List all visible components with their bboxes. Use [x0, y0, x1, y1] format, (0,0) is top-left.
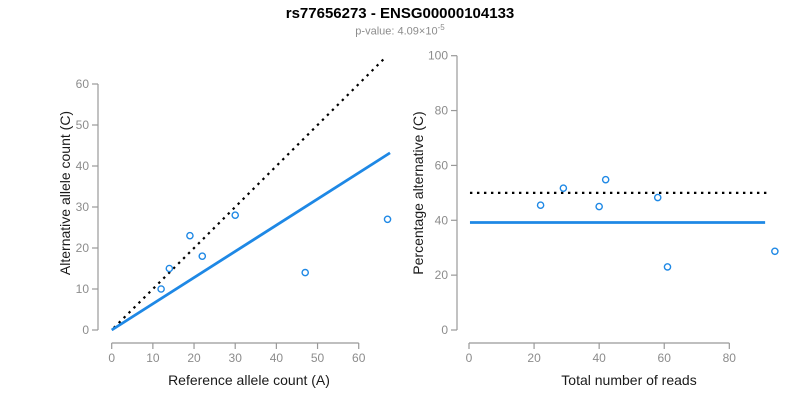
y-tick-label: 0 — [82, 323, 89, 337]
data-point — [198, 252, 207, 261]
left-scatter-plot: 0 10 20 30 40 50 60 0 10 20 30 40 50 60 Reference alle… — [57, 56, 392, 388]
data-point — [663, 263, 672, 271]
data-point — [595, 202, 603, 211]
y-tick-label: 100 — [428, 49, 448, 63]
data-point — [231, 211, 240, 219]
y-tick-label: 80 — [435, 104, 449, 118]
x-axis-label: Reference allele count (A) — [168, 372, 330, 388]
x-tick-label: 60 — [352, 351, 366, 365]
x-tick-label: 50 — [311, 351, 325, 365]
data-point — [536, 201, 545, 209]
data-point — [301, 268, 309, 277]
y-axis-label: Alternative allele count (C) — [57, 111, 73, 275]
y-tick-label: 20 — [435, 268, 449, 282]
data-point — [559, 184, 568, 192]
p-value-exponent: -5 — [437, 23, 445, 32]
y-tick-label: 40 — [76, 159, 90, 173]
x-tick-label: 10 — [146, 351, 160, 365]
data-point — [157, 285, 165, 293]
x-tick-label: 30 — [229, 351, 243, 365]
x-axis-label: Total number of reads — [561, 372, 696, 388]
x-tick-label: 20 — [527, 351, 541, 365]
x-tick-label: 40 — [592, 351, 606, 365]
y-tick-label: 50 — [76, 118, 90, 132]
y-tick-label: 10 — [76, 282, 90, 296]
y-tick-label: 0 — [441, 323, 448, 337]
data-point — [771, 247, 779, 256]
figure-title: rs77656273 - ENSG00000104133 — [285, 5, 515, 22]
x-tick-label: 0 — [108, 351, 115, 365]
x-tick-label: 40 — [270, 351, 284, 365]
x-tick-label: 0 — [466, 351, 473, 365]
fitted-ratio-line — [110, 151, 391, 332]
data-point — [653, 193, 662, 202]
data-point — [186, 231, 194, 240]
data-point — [165, 264, 174, 273]
x-tick-label: 60 — [658, 351, 672, 365]
y-tick-label: 30 — [76, 200, 90, 214]
p-value-text: p-value: 4.09×10 — [355, 25, 438, 38]
right-scatter-plot: 0 20 40 60 80 0 20 40 60 80 100 Total number of rea… — [410, 49, 779, 388]
x-tick-label: 80 — [723, 351, 737, 365]
data-point — [601, 175, 610, 184]
y-axis-label: Percentage alternative (C) — [410, 111, 426, 274]
y-tick-label: 60 — [435, 158, 449, 172]
y-tick-label: 40 — [435, 213, 449, 227]
y-tick-label: 20 — [76, 241, 90, 255]
data-point — [383, 215, 392, 224]
figure-subtitle: p-value: 4.09×10-5 — [0, 23, 800, 38]
y-tick-label: 60 — [76, 77, 90, 91]
x-tick-label: 20 — [187, 351, 201, 365]
expected-50pct-line — [112, 56, 387, 329]
